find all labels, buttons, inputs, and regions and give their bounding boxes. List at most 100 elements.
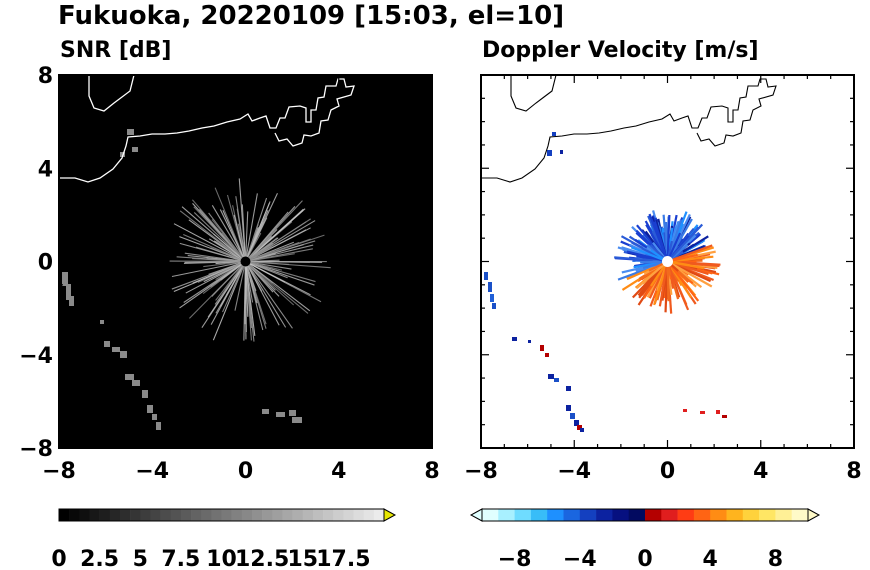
snr-echo-ray <box>245 200 303 262</box>
snr-echo-ray <box>244 261 256 337</box>
doppler-colorbar-swatch <box>563 509 581 521</box>
doppler-colorbar-swatch <box>514 509 532 521</box>
snr-echo-ray <box>214 187 247 262</box>
snr-echo-ray <box>235 196 247 262</box>
snr-colorbar-swatch <box>343 509 354 521</box>
snr-colorbar-swatch <box>191 509 202 521</box>
doppler-x-tick-label: −8 <box>464 459 498 484</box>
snr-colorbar-swatch <box>323 509 334 521</box>
snr-colorbar-swatch <box>140 509 151 521</box>
snr-echo-ray <box>245 248 313 263</box>
snr-echo-ray <box>211 219 246 262</box>
snr-echo-ray <box>245 261 271 286</box>
doppler-colorbar-swatch <box>759 509 776 521</box>
doppler-axes <box>480 74 855 449</box>
doppler-colorbar-extend-arrow <box>469 508 483 522</box>
snr-colorbar-tick-label: 12.5 <box>235 547 289 570</box>
snr-echo-ray <box>245 218 311 262</box>
doppler-colorbar-swatch <box>710 509 727 521</box>
snr-y-tick-label: 0 <box>38 251 53 276</box>
snr-echo-ray <box>245 261 293 329</box>
snr-panel: SNR [dB] 8 4 0 −4 −8 −8 <box>19 38 439 570</box>
snr-x-tick-label: −4 <box>135 459 169 484</box>
doppler-colorbar-swatch <box>677 509 695 521</box>
snr-echo-ray <box>171 260 246 290</box>
snr-colorbar-tick-labels: 0 2.5 5 7.5 10 12.5 15 17.5 <box>51 547 370 570</box>
snr-echo-ray <box>171 260 246 278</box>
snr-echo-ray <box>245 260 323 263</box>
snr-colorbar-swatch <box>211 509 222 521</box>
snr-y-tick-labels: 8 4 0 −4 −8 <box>19 64 53 462</box>
snr-colorbar-tick-label: 2.5 <box>80 547 119 570</box>
snr-colorbar-swatch <box>262 509 273 521</box>
doppler-colorbar-swatch <box>775 509 792 521</box>
snr-echo-ray <box>201 261 246 328</box>
doppler-colorbar-tick-label: −8 <box>498 547 532 570</box>
snr-colorbar <box>58 508 397 522</box>
snr-echo-ray <box>211 205 246 262</box>
snr-x-tick-label: 8 <box>424 459 439 484</box>
snr-colorbar-swatch <box>282 509 293 521</box>
snr-echo-ray <box>234 261 247 311</box>
snr-echo-rays <box>169 178 331 342</box>
doppler-colorbar-extend-arrow <box>807 508 821 522</box>
snr-x-tick-label: 4 <box>331 459 346 484</box>
snr-colorbar-swatch <box>79 509 90 521</box>
doppler-colorbar-swatch <box>661 509 678 521</box>
snr-echo-ray <box>245 260 331 269</box>
doppler-x-tick-label: −4 <box>557 459 591 484</box>
snr-colorbar-swatch <box>231 509 243 521</box>
snr-echo-ray <box>245 261 287 328</box>
doppler-colorbar-swatch <box>530 509 548 521</box>
doppler-colorbar-swatch <box>579 509 597 521</box>
snr-colorbar-swatch <box>201 509 212 521</box>
doppler-colorbar-swatch <box>742 509 760 521</box>
doppler-x-tick-label: 8 <box>846 459 861 484</box>
snr-y-tick-label: −4 <box>19 344 53 369</box>
doppler-x-tick-label: 0 <box>660 459 675 484</box>
snr-colorbar-tick-label: 10 <box>206 547 237 570</box>
snr-echo-ray <box>245 260 316 283</box>
snr-x-tick-label: 0 <box>238 459 253 484</box>
snr-colorbar-tick-label: 15 <box>287 547 318 570</box>
snr-colorbar-swatch <box>170 509 182 521</box>
snr-echo-ray <box>233 214 247 262</box>
figure-title: Fukuoka, 20220109 [15:03, el=10] <box>58 1 564 31</box>
snr-echo-ray <box>189 261 246 319</box>
snr-echo-ray <box>215 261 246 301</box>
snr-colorbar-swatch <box>353 509 364 521</box>
snr-colorbar-swatch <box>251 509 263 521</box>
doppler-colorbar-tick-label: 4 <box>703 547 718 570</box>
snr-echo-ray <box>185 261 246 294</box>
doppler-colorbar-swatch <box>612 509 629 521</box>
doppler-colorbar-swatch <box>791 509 809 521</box>
snr-x-tick-labels: −8 −4 0 4 8 <box>42 459 440 484</box>
snr-colorbar-swatch <box>333 509 344 521</box>
snr-echo-ray <box>219 261 246 308</box>
doppler-colorbar-tick-label: 8 <box>768 547 783 570</box>
snr-colorbar-swatch <box>312 509 324 521</box>
snr-colorbar-extend-arrow <box>383 508 397 522</box>
snr-x-tick-label: −8 <box>42 459 76 484</box>
doppler-colorbar-frame <box>481 508 809 522</box>
snr-coastline <box>59 75 355 183</box>
doppler-colorbar-tick-label: −4 <box>563 547 597 570</box>
doppler-colorbar-tick-label: 0 <box>637 547 652 570</box>
snr-echo-ray <box>245 261 286 283</box>
snr-echo-ray <box>193 212 246 262</box>
snr-colorbar-swatch <box>292 509 304 521</box>
snr-colorbar-tick-label: 5 <box>133 547 148 570</box>
snr-echo-ray <box>179 261 246 309</box>
doppler-colorbar-swatch <box>693 509 711 521</box>
snr-colorbar-swatch <box>69 509 80 521</box>
doppler-echo-ray <box>666 260 700 302</box>
doppler-colorbar-swatch <box>547 509 564 521</box>
doppler-radar-site-marker <box>662 256 673 267</box>
snr-echo-ray <box>197 260 246 283</box>
doppler-colorbar-swatch <box>645 509 662 521</box>
snr-y-tick-label: −8 <box>19 437 53 462</box>
doppler-colorbar-swatch <box>628 509 646 521</box>
snr-echo-ray <box>222 261 247 313</box>
snr-colorbar-swatch <box>99 509 111 521</box>
